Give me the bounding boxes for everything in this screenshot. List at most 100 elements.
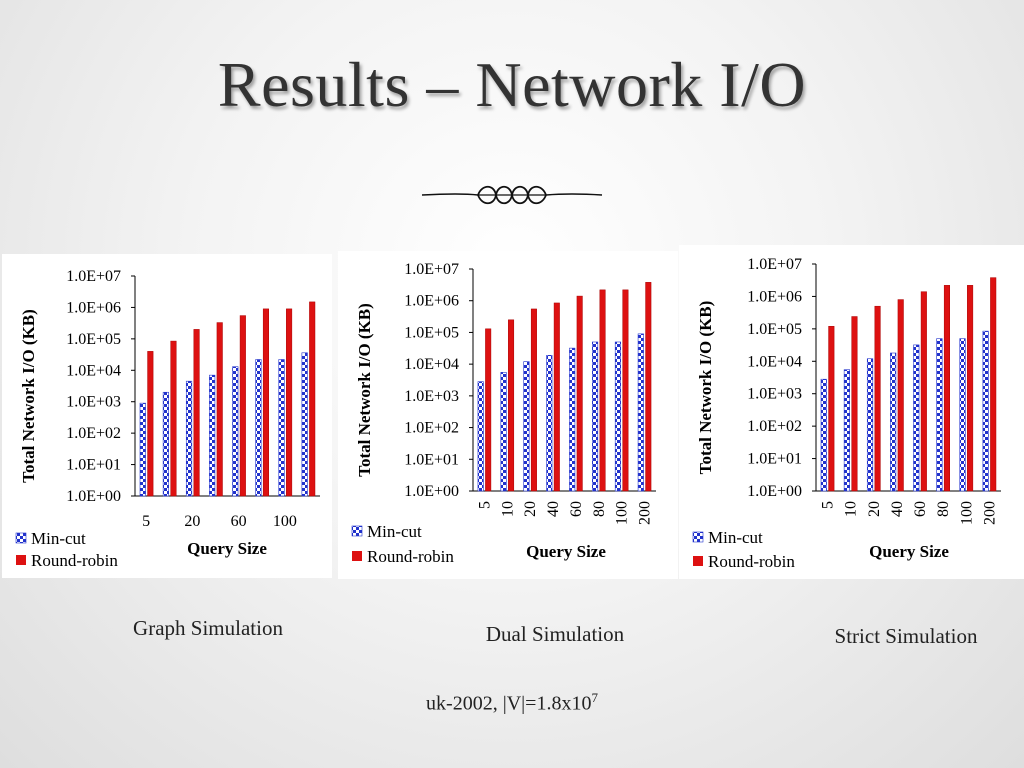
chart-panel-graph: 1.0E+00 1.0E+01 1.0E+02 1.0E+03 1.0E+04 1.0E+… <box>2 254 332 578</box>
y-tick-label: 1.0E+04 <box>747 353 802 370</box>
chart-strict-simulation: 1.0E+00 1.0E+01 1.0E+02 1.0E+03 1.0E+04 1.0E+… <box>692 256 1001 571</box>
x-tick-label: 40 <box>889 501 906 517</box>
bar-min-cut <box>843 369 850 492</box>
x-tick-label: 100 <box>273 513 297 530</box>
bar-round-robin <box>239 315 246 497</box>
y-tick-label: 1.0E+05 <box>404 324 459 341</box>
bar-round-robin <box>645 282 652 492</box>
y-tick-label: 1.0E+02 <box>404 420 459 437</box>
bar-min-cut <box>546 355 553 492</box>
bar-round-robin <box>990 277 997 492</box>
bar-min-cut <box>569 347 576 492</box>
legend-label-round-robin: Round-robin <box>708 552 795 571</box>
y-axis-title: Total Network I/O (KB) <box>355 303 374 477</box>
y-tick-label: 1.0E+02 <box>747 418 802 435</box>
chart-panel-dual: 1.0E+00 1.0E+01 1.0E+02 1.0E+03 1.0E+04 1.0E+… <box>338 251 678 579</box>
legend-swatch-round-robin <box>693 556 703 566</box>
x-axis-title: Query Size <box>869 542 949 561</box>
bar-min-cut <box>255 359 262 497</box>
footnote-text: uk-2002, |V|=1.8x10 <box>426 692 592 715</box>
legend-swatch-min-cut <box>692 531 704 543</box>
x-tick-label: 200 <box>981 501 998 525</box>
y-tick-label: 1.0E+07 <box>404 261 459 278</box>
legend-label-min-cut: Min-cut <box>708 528 763 547</box>
x-tick-label: 20 <box>184 513 200 530</box>
legend-swatch-round-robin <box>16 555 26 565</box>
y-tick-label: 1.0E+02 <box>66 425 121 442</box>
bar-min-cut <box>278 359 285 497</box>
bar-round-robin <box>897 299 904 492</box>
bar-round-robin <box>170 340 177 497</box>
bar-min-cut <box>637 333 644 492</box>
y-tick-label: 1.0E+04 <box>66 362 121 379</box>
x-tick-label: 80 <box>935 501 952 517</box>
y-tick-label: 1.0E+00 <box>404 483 459 500</box>
legend-swatch-min-cut <box>15 532 27 544</box>
bar-round-robin <box>262 308 269 497</box>
x-tick-label: 60 <box>568 501 585 517</box>
bar-min-cut <box>301 352 308 497</box>
bar-round-robin <box>216 322 223 497</box>
bar-round-robin <box>967 285 974 492</box>
legend-label-round-robin: Round-robin <box>367 547 454 566</box>
bar-round-robin <box>576 295 583 492</box>
bar-round-robin <box>485 328 492 492</box>
bar-min-cut <box>209 374 216 497</box>
bar-min-cut <box>162 391 169 497</box>
bar-min-cut <box>592 341 599 492</box>
bar-min-cut <box>477 381 484 492</box>
x-axis-title: Query Size <box>187 539 267 558</box>
bar-min-cut <box>500 372 507 492</box>
legend-label-min-cut: Min-cut <box>367 522 422 541</box>
bar-min-cut <box>959 338 966 492</box>
y-tick-label: 1.0E+04 <box>404 356 459 373</box>
bar-round-robin <box>920 291 927 492</box>
x-tick-label: 100 <box>958 501 975 525</box>
y-tick-label: 1.0E+03 <box>747 386 802 403</box>
caption-dual-simulation: Dual Simulation <box>485 622 625 646</box>
bar-round-robin <box>943 285 950 492</box>
chart-panel-strict: 1.0E+00 1.0E+01 1.0E+02 1.0E+03 1.0E+04 1.0E+… <box>679 245 1024 579</box>
bar-min-cut <box>866 358 874 492</box>
y-tick-label: 1.0E+06 <box>66 299 121 316</box>
bar-min-cut <box>936 338 943 492</box>
bar-round-robin <box>147 351 154 497</box>
x-tick-label: 80 <box>591 501 608 517</box>
x-tick-label: 10 <box>499 501 516 517</box>
y-tick-label: 1.0E+03 <box>66 394 121 411</box>
bar-round-robin <box>286 308 293 497</box>
bar-min-cut <box>890 352 897 492</box>
bar-round-robin <box>309 301 316 497</box>
y-tick-label: 1.0E+00 <box>66 488 121 505</box>
bar-round-robin <box>874 305 881 492</box>
y-tick-label: 1.0E+05 <box>66 331 121 348</box>
bar-round-robin <box>193 329 200 497</box>
y-tick-label: 1.0E+07 <box>747 256 802 273</box>
y-tick-label: 1.0E+01 <box>747 451 802 468</box>
legend-swatch-min-cut <box>351 525 363 537</box>
bar-min-cut <box>913 344 920 492</box>
bar-min-cut <box>139 402 146 497</box>
bar-round-robin <box>622 289 629 492</box>
x-tick-label: 60 <box>231 513 247 530</box>
y-tick-label: 1.0E+03 <box>404 388 459 405</box>
bar-round-robin <box>828 326 835 492</box>
y-axis-title: Total Network I/O (KB) <box>696 301 715 475</box>
x-tick-label: 5 <box>142 513 150 530</box>
footnote-exponent: 7 <box>591 690 598 705</box>
x-tick-label: 100 <box>614 501 631 525</box>
legend-label-round-robin: Round-robin <box>31 551 118 570</box>
legend-label-min-cut: Min-cut <box>31 529 86 548</box>
y-axis-title: Total Network I/O (KB) <box>19 309 38 483</box>
caption-strict-simulation: Strict Simulation <box>834 624 978 648</box>
chart-graph-simulation: 1.0E+00 1.0E+01 1.0E+02 1.0E+03 1.0E+04 1.0E+… <box>15 268 320 570</box>
slide-title: Results – Network I/O <box>217 49 807 120</box>
x-tick-label: 40 <box>545 501 562 517</box>
caption-graph-simulation: Graph Simulation <box>133 616 283 640</box>
bar-round-robin <box>553 302 560 492</box>
chart-dual-simulation: 1.0E+00 1.0E+01 1.0E+02 1.0E+03 1.0E+04 1.0E+… <box>351 261 656 566</box>
y-tick-label: 1.0E+06 <box>747 288 802 305</box>
bar-round-robin <box>530 308 537 492</box>
x-axis-title: Query Size <box>526 542 606 561</box>
x-tick-label: 10 <box>843 501 860 517</box>
